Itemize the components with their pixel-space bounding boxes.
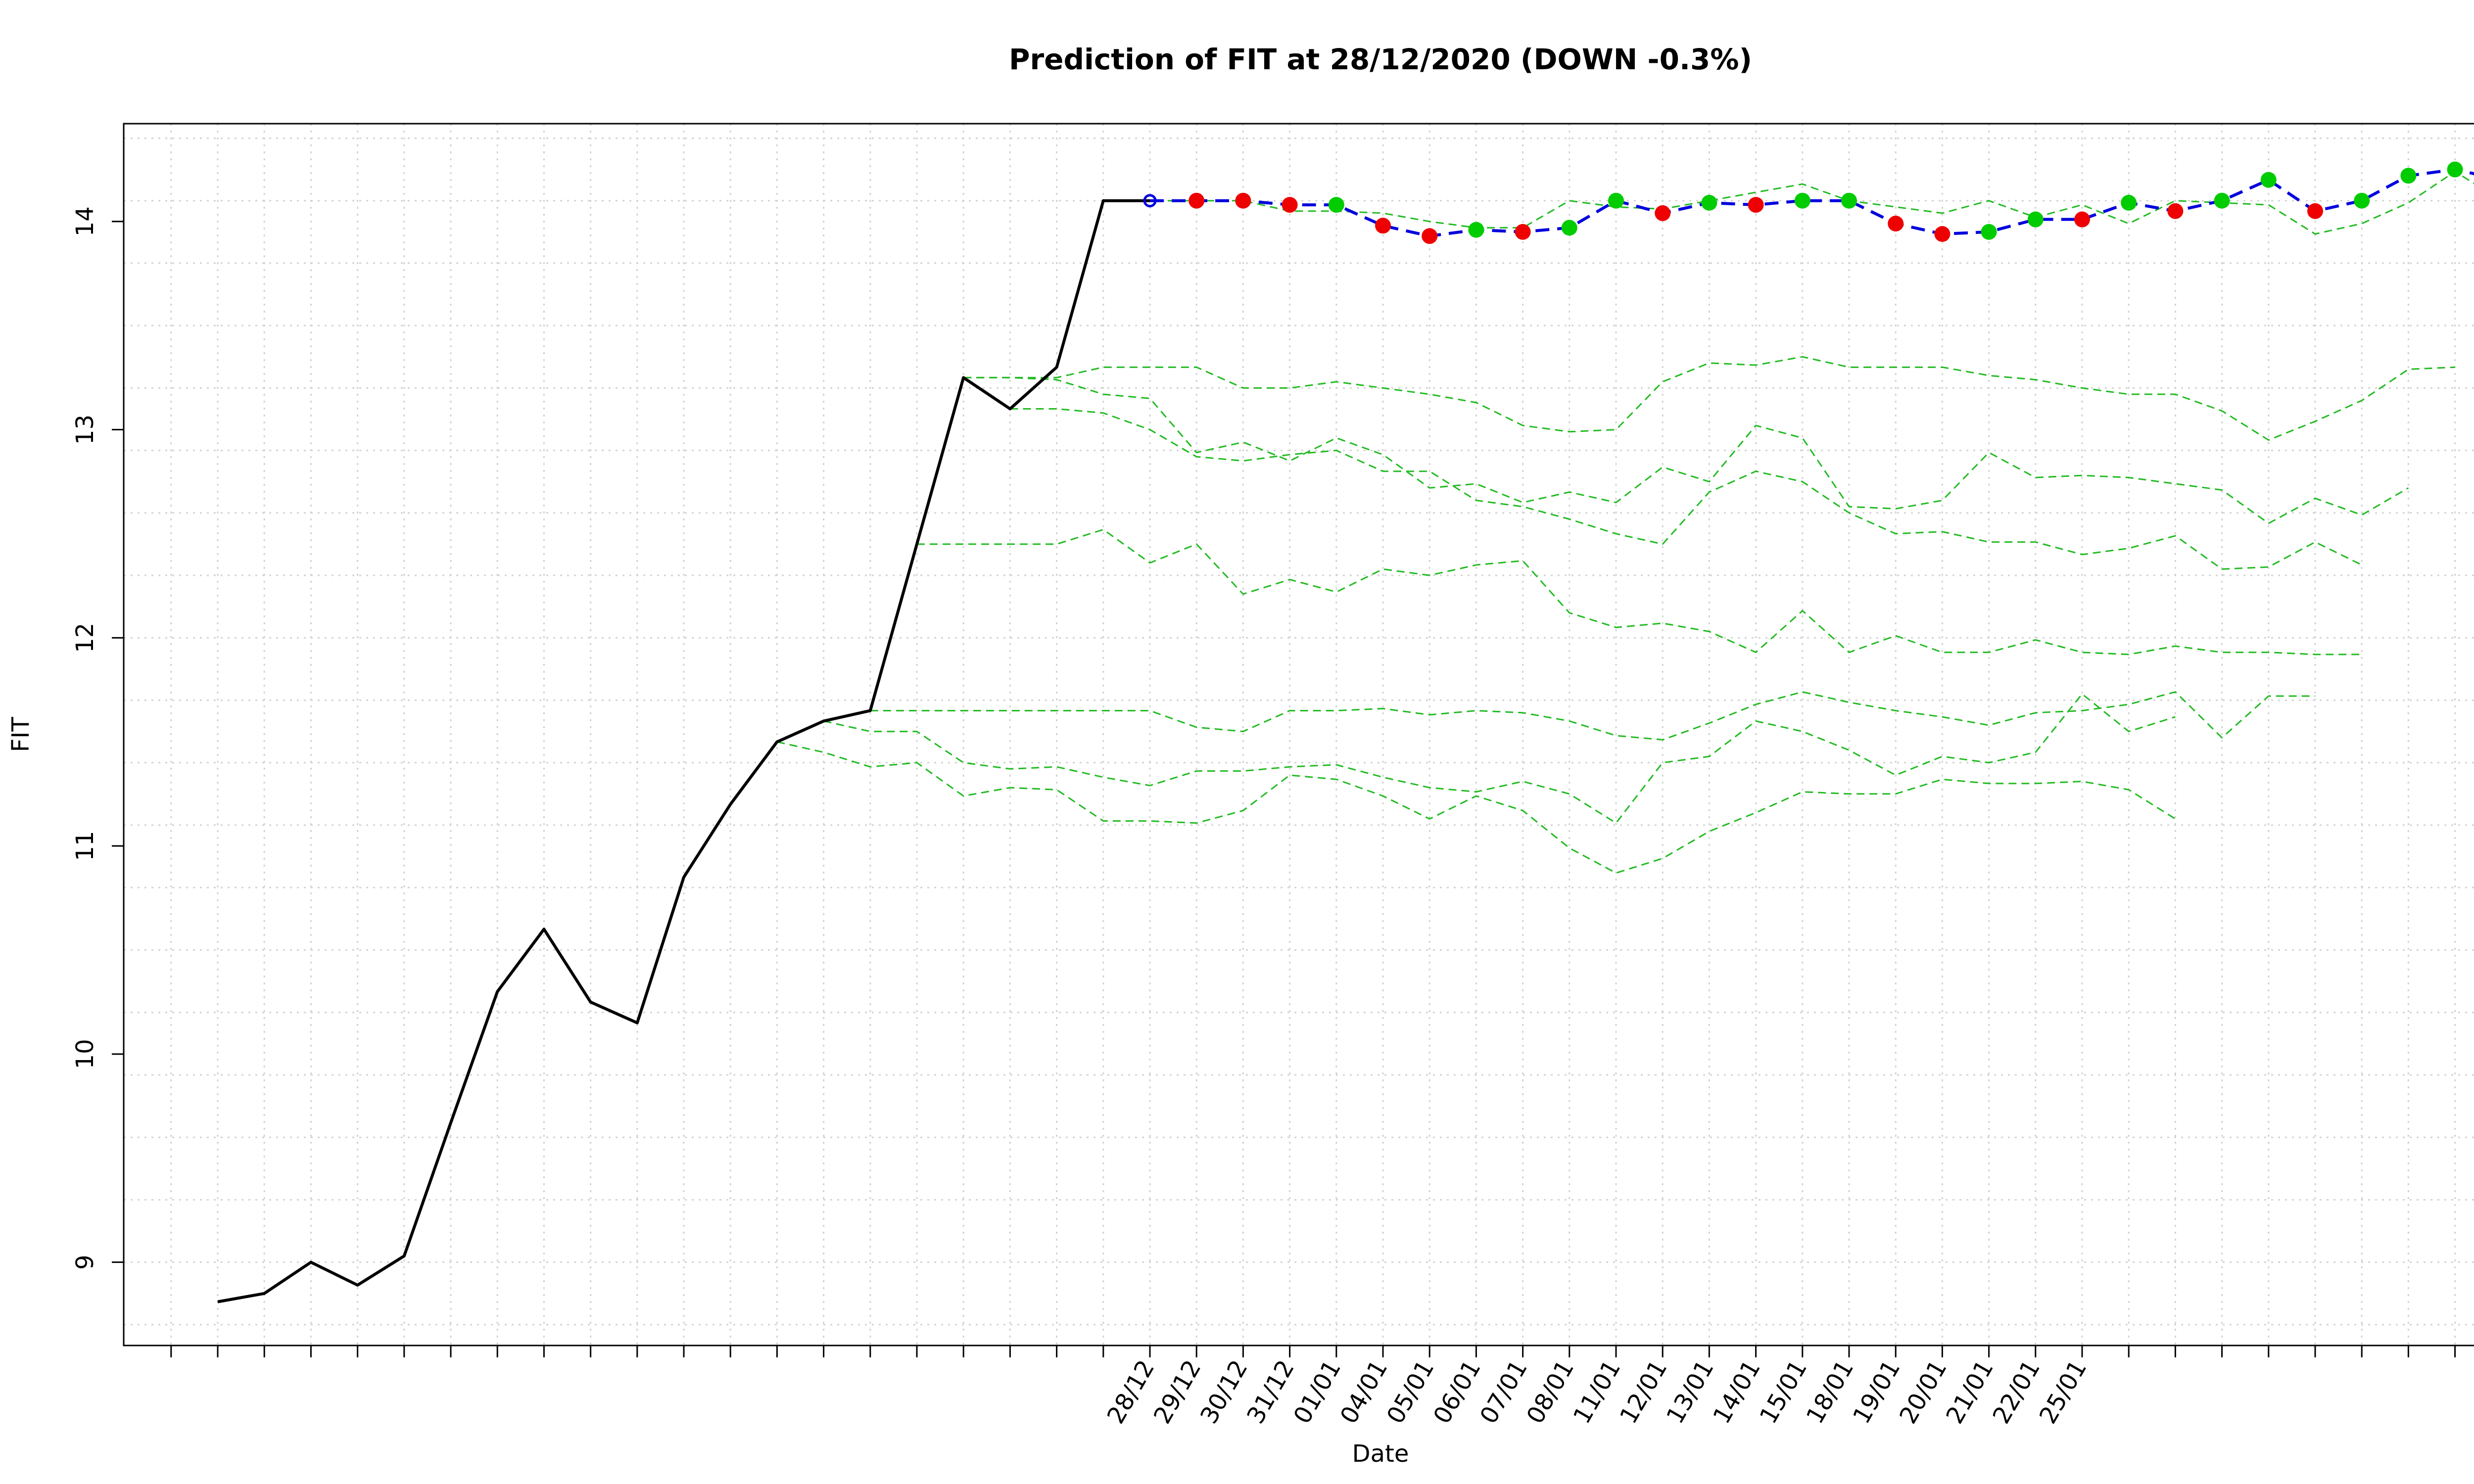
- x-axis-label: Date: [1352, 1440, 1409, 1468]
- prediction-point-down: [1655, 205, 1671, 221]
- x-tick-label: 28/12: [1102, 1355, 1160, 1429]
- forecast-path-line: [870, 691, 2315, 741]
- chart-title: Prediction of FIT at 28/12/2020 (DOWN -0…: [1009, 43, 1752, 76]
- forecast-path-line: [1010, 408, 2362, 570]
- prediction-point-up: [2447, 161, 2463, 178]
- x-tick-label: 21/01: [1941, 1355, 1999, 1429]
- x-tick-label: 13/01: [1661, 1355, 1719, 1429]
- x-tick-label: 18/01: [1801, 1355, 1859, 1429]
- x-tick-label: 11/01: [1568, 1355, 1626, 1429]
- x-tick-label: 20/01: [1894, 1355, 1952, 1429]
- x-tick-label: 06/01: [1428, 1355, 1486, 1429]
- prediction-point-down: [1375, 218, 1391, 234]
- y-tick-label: 14: [71, 206, 99, 236]
- prediction-point-down: [2167, 203, 2184, 219]
- prediction-point-up: [1794, 192, 1810, 209]
- prediction-point-up: [1701, 194, 1717, 211]
- prediction-start-point: [1143, 194, 1157, 208]
- x-tick-label: 14/01: [1708, 1355, 1766, 1429]
- prediction-point-up: [1981, 224, 1997, 240]
- prediction-point-down: [1888, 215, 1904, 232]
- x-tick-label: 05/01: [1381, 1355, 1440, 1429]
- history-series: [217, 199, 1150, 1303]
- prediction-point-up: [2214, 192, 2230, 209]
- x-tick-label: 30/12: [1195, 1355, 1253, 1429]
- x-tick-label: 25/01: [2034, 1355, 2093, 1429]
- forecast-path-line: [963, 356, 2455, 441]
- prediction-point-down: [1748, 197, 1764, 213]
- y-tick-label: 12: [71, 623, 99, 653]
- history-line: [217, 199, 1150, 1303]
- prediction-point-down: [1189, 192, 1205, 209]
- y-axis-label: FIT: [7, 717, 35, 752]
- prediction-point-up: [1561, 220, 1577, 236]
- prediction-point-up: [2400, 168, 2417, 184]
- y-tick-label: 9: [71, 1254, 99, 1270]
- prediction-point-down: [2307, 203, 2323, 219]
- x-tick-label: 15/01: [1755, 1355, 1813, 1429]
- prediction-point-down: [2074, 211, 2090, 228]
- x-tick-label: 01/01: [1288, 1355, 1347, 1429]
- forecast-path-line: [917, 528, 2362, 655]
- x-tick-label: 12/01: [1615, 1355, 1673, 1429]
- y-tick-label: 10: [71, 1039, 99, 1069]
- x-tick-label: 08/01: [1522, 1355, 1580, 1429]
- plot-frame: [123, 123, 2474, 1346]
- prediction-series: [1143, 161, 2474, 244]
- prediction-point-up: [1468, 222, 1484, 238]
- prediction-point-up: [2027, 211, 2044, 228]
- grid: [124, 124, 2474, 1345]
- prediction-point-up: [1608, 192, 1624, 209]
- y-tick-label: 11: [71, 831, 99, 861]
- prediction-point-down: [1515, 224, 1531, 240]
- prediction-point-down: [1422, 228, 1438, 244]
- forecast-path-line: [963, 376, 2409, 524]
- x-tick-label: 07/01: [1475, 1355, 1533, 1429]
- x-tick-label: 19/01: [1848, 1355, 1906, 1429]
- x-tick-label: 04/01: [1335, 1355, 1393, 1429]
- prediction-point-up: [2260, 172, 2277, 188]
- prediction-point-up: [2354, 192, 2370, 209]
- forecast-path-line: [823, 693, 2176, 824]
- prediction-point-up: [1328, 197, 1344, 213]
- forecast-path-line: [777, 741, 2176, 874]
- y-tick-label: 13: [71, 415, 99, 445]
- x-tick-label: 22/01: [1988, 1355, 2046, 1429]
- forecast-paths: [777, 170, 2474, 874]
- prediction-point-up: [2121, 194, 2137, 211]
- prediction-point-down: [1235, 192, 1251, 209]
- axes: 28/1229/1230/1231/1201/0104/0105/0106/01…: [71, 206, 2456, 1429]
- prediction-point-up: [1841, 192, 1857, 209]
- x-tick-label: 31/12: [1241, 1355, 1300, 1429]
- x-tick-label: 29/12: [1148, 1355, 1207, 1429]
- prediction-point-down: [1282, 197, 1298, 213]
- prediction-point-down: [1934, 226, 1951, 242]
